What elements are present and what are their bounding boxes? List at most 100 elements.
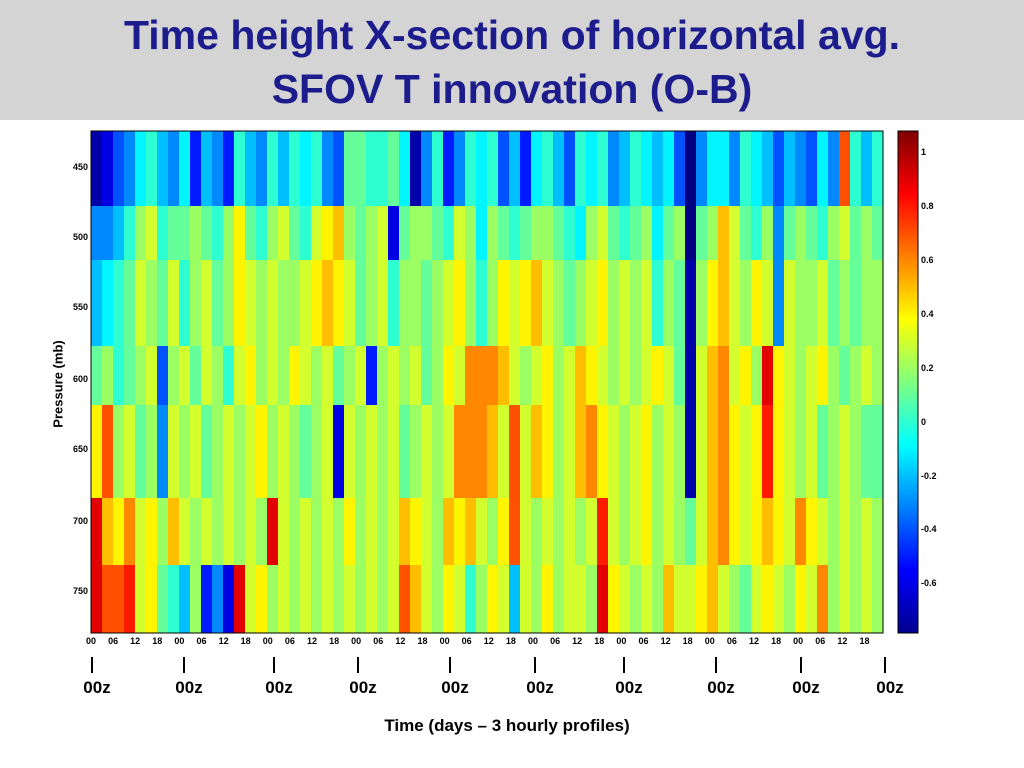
heatmap-cell [278, 565, 290, 633]
heatmap-cell [344, 346, 356, 405]
heatmap-cell [773, 346, 785, 405]
heatmap-cell [740, 260, 752, 346]
heatmap-cell [773, 565, 785, 633]
heatmap-cell [586, 346, 598, 405]
heatmap-cell [740, 206, 752, 260]
heatmap-cell [718, 498, 730, 565]
heatmap-cell [641, 565, 653, 633]
heatmap-cell [245, 131, 257, 206]
x-tick-label: 00 [704, 636, 715, 646]
x-tick-label: 00 [85, 636, 96, 646]
heatmap-cell [696, 565, 708, 633]
heatmap-cell [542, 346, 554, 405]
x-tick-label: 18 [682, 636, 693, 646]
heatmap-cell [762, 206, 774, 260]
heatmap-cell [564, 405, 576, 498]
heatmap-cell [630, 498, 642, 565]
heatmap-cell [399, 346, 411, 405]
heatmap-cell [498, 498, 510, 565]
heatmap-cell [861, 346, 873, 405]
heatmap-cell [619, 565, 631, 633]
heatmap-cell [751, 346, 763, 405]
heatmap-cell [729, 131, 741, 206]
heatmap-cell [652, 405, 664, 498]
heatmap-cell [234, 260, 246, 346]
heatmap-cell [773, 206, 785, 260]
heatmap-cell [520, 206, 532, 260]
heatmap-cell [740, 498, 752, 565]
heatmap-cell [773, 260, 785, 346]
colorbar [897, 130, 919, 634]
heatmap-cell [146, 405, 158, 498]
heatmap-cell [696, 260, 708, 346]
heatmap-cell [113, 206, 125, 260]
heatmap-cell [344, 260, 356, 346]
heatmap-cell [366, 131, 378, 206]
heatmap-cell [531, 346, 543, 405]
x-tick-label: 12 [572, 636, 583, 646]
heatmap-cell [278, 346, 290, 405]
heatmap-cell [520, 498, 532, 565]
heatmap-cell [333, 498, 345, 565]
heatmap-cell [685, 405, 697, 498]
heatmap-cell [619, 346, 631, 405]
heatmap-cell [311, 206, 323, 260]
heatmap-cell [839, 131, 851, 206]
heatmap-cell [388, 346, 400, 405]
heatmap-cell [344, 131, 356, 206]
heatmap-cell [168, 131, 180, 206]
heatmap-cell [586, 405, 598, 498]
heatmap-cell [476, 131, 488, 206]
heatmap-cell [157, 565, 169, 633]
heatmap-cell [333, 260, 345, 346]
heatmap-cell [619, 131, 631, 206]
heatmap-cell [707, 346, 719, 405]
heatmap-cell [322, 346, 334, 405]
heatmap-cell [377, 565, 389, 633]
heatmap-cell [234, 498, 246, 565]
heatmap-cell [465, 565, 477, 633]
heatmap-cell [454, 405, 466, 498]
heatmap-cell [806, 131, 818, 206]
x-tick-label: 12 [748, 636, 759, 646]
x-tick-label: 06 [373, 636, 384, 646]
heatmap-cell [564, 498, 576, 565]
heatmap-cell [850, 346, 862, 405]
x-tick-label: 06 [196, 636, 207, 646]
heatmap-cell [410, 498, 422, 565]
heatmap-cell [718, 206, 730, 260]
x-tick-label: 12 [395, 636, 406, 646]
heatmap-cell [113, 260, 125, 346]
heatmap-cell [102, 346, 114, 405]
heatmap-cell [718, 405, 730, 498]
heatmap-cell [553, 346, 565, 405]
heatmap-cell [784, 498, 796, 565]
plot-frame [90, 130, 884, 634]
heatmap-cell [465, 131, 477, 206]
heatmap-cell [498, 131, 510, 206]
heatmap-cell [707, 565, 719, 633]
heatmap-cell [256, 498, 268, 565]
heatmap-cell [740, 131, 752, 206]
heatmap-cell [179, 131, 191, 206]
heatmap-cell [311, 260, 323, 346]
heatmap-cell [300, 498, 312, 565]
heatmap-cell [146, 260, 158, 346]
colorbar-tick-label: -0.4 [921, 524, 937, 535]
heatmap-cell [839, 260, 851, 346]
heatmap-cell [212, 131, 224, 206]
heatmap-cell [223, 131, 235, 206]
heatmap-cell [278, 405, 290, 498]
day-marker-label: 00z [441, 678, 469, 697]
heatmap-cell [674, 498, 686, 565]
heatmap-cell [421, 565, 433, 633]
heatmap-cell [619, 498, 631, 565]
heatmap-cell [179, 405, 191, 498]
heatmap-cell [619, 405, 631, 498]
heatmap-cell [861, 260, 873, 346]
heatmap-cell [751, 498, 763, 565]
x-tick-label: 18 [329, 636, 340, 646]
day-marker-label: 00z [265, 678, 293, 697]
heatmap-cell [509, 565, 521, 633]
heatmap-cell [223, 260, 235, 346]
